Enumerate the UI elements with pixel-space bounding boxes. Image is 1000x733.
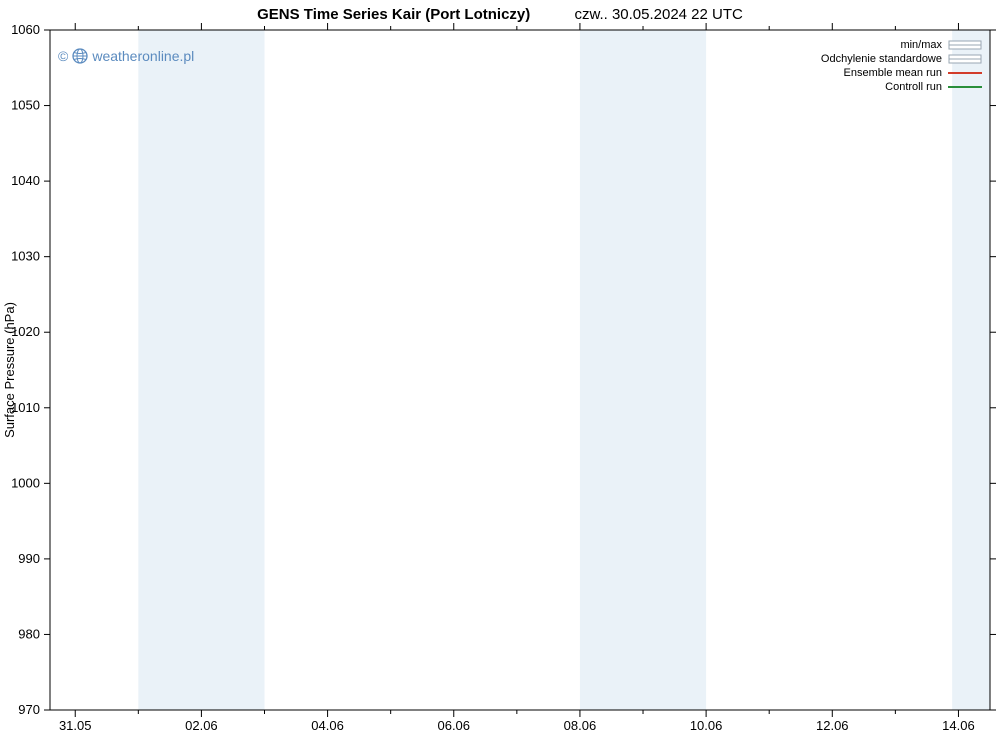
x-tick-label: 31.05 xyxy=(59,718,92,733)
chart-svg: 970980990100010101020103010401050106031.… xyxy=(0,0,1000,733)
legend-label: Odchylenie standardowe xyxy=(821,53,942,65)
legend-item: Odchylenie standardowe xyxy=(821,52,982,66)
legend-swatch xyxy=(948,82,982,92)
legend-item: min/max xyxy=(821,38,982,52)
x-tick-label: 02.06 xyxy=(185,718,218,733)
y-tick-label: 980 xyxy=(18,626,40,641)
y-tick-label: 1030 xyxy=(11,249,40,264)
x-tick-label: 08.06 xyxy=(564,718,597,733)
x-tick-label: 12.06 xyxy=(816,718,849,733)
x-tick-label: 10.06 xyxy=(690,718,723,733)
legend-label: Ensemble mean run xyxy=(844,67,942,79)
watermark: © weatheronline.pl xyxy=(58,48,194,64)
title-left: GENS Time Series Kair (Port Lotniczy) xyxy=(257,6,530,23)
weekend-band xyxy=(580,30,706,710)
legend-item: Controll run xyxy=(821,80,982,94)
globe-icon xyxy=(72,48,88,64)
weekend-band xyxy=(952,30,990,710)
y-tick-label: 990 xyxy=(18,551,40,566)
y-tick-label: 1060 xyxy=(11,22,40,37)
legend-swatch xyxy=(948,40,982,50)
y-tick-label: 1050 xyxy=(11,98,40,113)
legend-item: Ensemble mean run xyxy=(821,66,982,80)
legend-label: min/max xyxy=(900,39,942,51)
y-tick-label: 1040 xyxy=(11,173,40,188)
legend: min/max Odchylenie standardowe Ensemble me… xyxy=(821,38,982,94)
chart-title: GENS Time Series Kair (Port Lotniczy) cz… xyxy=(0,6,1000,23)
x-tick-label: 14.06 xyxy=(942,718,975,733)
legend-label: Controll run xyxy=(885,81,942,93)
weekend-band xyxy=(138,30,264,710)
x-tick-label: 06.06 xyxy=(437,718,470,733)
x-tick-label: 04.06 xyxy=(311,718,344,733)
legend-swatch xyxy=(948,68,982,78)
watermark-text: weatheronline.pl xyxy=(92,48,194,64)
chart-container: 970980990100010101020103010401050106031.… xyxy=(0,0,1000,733)
y-tick-label: 1000 xyxy=(11,475,40,490)
y-tick-label: 970 xyxy=(18,702,40,717)
y-axis-label: Surface Pressure (hPa) xyxy=(2,302,17,438)
legend-swatch xyxy=(948,54,982,64)
copyright-symbol: © xyxy=(58,48,68,64)
title-right: czw.. 30.05.2024 22 UTC xyxy=(574,6,742,23)
